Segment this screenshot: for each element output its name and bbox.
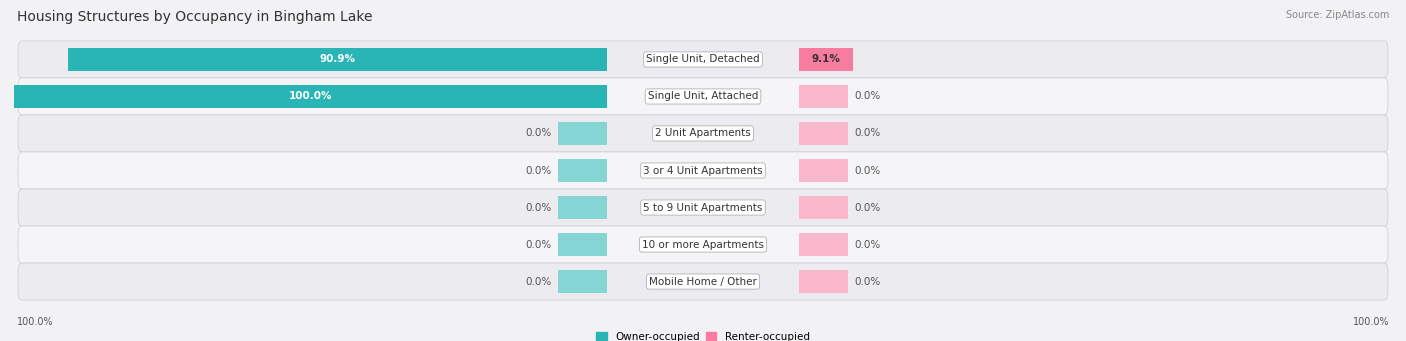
Text: 0.0%: 0.0% [526, 165, 551, 176]
Text: 0.0%: 0.0% [526, 129, 551, 138]
Text: Mobile Home / Other: Mobile Home / Other [650, 277, 756, 286]
Text: 0.0%: 0.0% [855, 129, 880, 138]
Text: Housing Structures by Occupancy in Bingham Lake: Housing Structures by Occupancy in Bingh… [17, 10, 373, 24]
FancyBboxPatch shape [18, 226, 1388, 263]
Text: 0.0%: 0.0% [526, 277, 551, 286]
FancyBboxPatch shape [18, 189, 1388, 226]
FancyBboxPatch shape [18, 263, 1388, 300]
Bar [800, 233, 848, 256]
Text: 0.0%: 0.0% [526, 239, 551, 250]
Text: 100.0%: 100.0% [1353, 317, 1389, 327]
Bar [14, 85, 606, 108]
Bar [800, 85, 848, 108]
Bar [67, 48, 606, 71]
Text: 0.0%: 0.0% [855, 91, 880, 102]
Text: Single Unit, Attached: Single Unit, Attached [648, 91, 758, 102]
FancyBboxPatch shape [18, 115, 1388, 152]
Text: 0.0%: 0.0% [526, 203, 551, 212]
Text: Single Unit, Detached: Single Unit, Detached [647, 55, 759, 64]
FancyBboxPatch shape [18, 78, 1388, 115]
Bar [558, 270, 606, 293]
Bar [800, 48, 853, 71]
Text: 0.0%: 0.0% [855, 239, 880, 250]
Text: 5 to 9 Unit Apartments: 5 to 9 Unit Apartments [644, 203, 762, 212]
Text: 0.0%: 0.0% [855, 277, 880, 286]
Text: 2 Unit Apartments: 2 Unit Apartments [655, 129, 751, 138]
Bar [800, 270, 848, 293]
Text: 0.0%: 0.0% [855, 203, 880, 212]
FancyBboxPatch shape [18, 41, 1388, 78]
Text: 90.9%: 90.9% [319, 55, 356, 64]
FancyBboxPatch shape [18, 152, 1388, 189]
Bar [558, 159, 606, 182]
Bar [800, 159, 848, 182]
Text: 10 or more Apartments: 10 or more Apartments [643, 239, 763, 250]
Text: 3 or 4 Unit Apartments: 3 or 4 Unit Apartments [643, 165, 763, 176]
Legend: Owner-occupied, Renter-occupied: Owner-occupied, Renter-occupied [596, 331, 810, 341]
Bar [558, 196, 606, 219]
Text: 100.0%: 100.0% [17, 317, 53, 327]
Bar [800, 122, 848, 145]
Bar [558, 233, 606, 256]
Text: 9.1%: 9.1% [813, 55, 841, 64]
Bar [558, 122, 606, 145]
Text: Source: ZipAtlas.com: Source: ZipAtlas.com [1285, 10, 1389, 20]
Text: 100.0%: 100.0% [288, 91, 332, 102]
Text: 0.0%: 0.0% [855, 165, 880, 176]
Bar [800, 196, 848, 219]
